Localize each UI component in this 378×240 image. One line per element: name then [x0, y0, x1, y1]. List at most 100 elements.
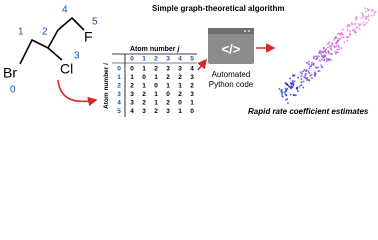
dot [335, 45, 338, 47]
dot [296, 88, 298, 91]
dot [336, 37, 339, 40]
dot [336, 48, 339, 51]
dot [370, 14, 373, 17]
dot [313, 55, 315, 58]
dot [373, 14, 375, 16]
dot [302, 70, 304, 73]
dot [286, 83, 288, 86]
dot [316, 57, 318, 60]
dot [295, 94, 297, 97]
atom-number: 2 [42, 27, 48, 38]
dot [311, 62, 313, 64]
dot [367, 15, 369, 18]
dot [329, 53, 332, 55]
dot [367, 9, 369, 11]
dot [355, 27, 358, 29]
dot [346, 29, 349, 31]
dot [327, 43, 329, 45]
dot [353, 28, 355, 31]
cell: 1 [190, 100, 194, 107]
dot [299, 71, 302, 74]
dot [290, 87, 293, 90]
cell: 3 [190, 74, 194, 81]
dot [318, 70, 321, 72]
dot [292, 82, 294, 84]
dot [307, 70, 310, 73]
dot [328, 58, 330, 60]
dot [372, 8, 374, 11]
cell: 2 [178, 91, 182, 98]
cell: 3 [166, 66, 170, 73]
dot [320, 53, 322, 55]
titlebar [208, 28, 254, 34]
dot [284, 91, 286, 93]
dot [331, 53, 333, 55]
dot [347, 24, 349, 27]
atom-number: 5 [92, 17, 98, 28]
cell: 1 [142, 83, 146, 90]
dot [365, 21, 368, 24]
dot [300, 81, 303, 83]
cell: 2 [142, 100, 146, 107]
dot [341, 32, 343, 34]
dot [351, 22, 353, 24]
dot [311, 77, 313, 79]
dot [329, 47, 332, 50]
dot [310, 65, 312, 67]
dot [356, 26, 359, 28]
dot [290, 83, 293, 86]
dot [325, 60, 328, 62]
scatter-cloud [278, 7, 377, 104]
dot [313, 71, 316, 74]
dot [292, 84, 295, 86]
dot [303, 76, 306, 78]
dot [290, 82, 292, 84]
column-index: 2 [154, 56, 158, 63]
dot [338, 33, 340, 35]
dot [311, 64, 313, 66]
arrow [197, 58, 207, 71]
cell: 0 [154, 83, 158, 90]
dot [353, 30, 356, 33]
dot [363, 24, 365, 27]
dot [342, 36, 345, 38]
code-icon: </> [208, 28, 254, 64]
dot [340, 36, 343, 38]
dot [321, 58, 323, 61]
cell: 0 [166, 91, 170, 98]
dot [302, 80, 305, 83]
dot [316, 56, 319, 59]
atom-label: Cl [60, 61, 73, 77]
dot [337, 51, 339, 54]
dot [278, 88, 281, 90]
dot [322, 51, 324, 54]
dot [342, 33, 344, 36]
dot [339, 33, 341, 36]
dot [367, 13, 370, 16]
dot [364, 17, 367, 20]
dot [337, 44, 340, 47]
dot [346, 39, 348, 42]
cell: 1 [154, 91, 158, 98]
dot [355, 17, 357, 20]
cell: 1 [178, 108, 182, 115]
dot [334, 37, 336, 40]
dot [297, 90, 299, 92]
dot [337, 32, 339, 35]
dot [339, 38, 341, 40]
dot [292, 74, 294, 77]
dot [312, 64, 315, 66]
atom-number: 4 [62, 5, 68, 16]
atom-number: 1 [18, 27, 24, 38]
row-index: 5 [117, 108, 121, 115]
dot [320, 64, 322, 67]
cell: 3 [190, 91, 194, 98]
dot [285, 98, 287, 101]
row-index: 0 [117, 66, 121, 73]
dot [300, 78, 303, 80]
dot [306, 79, 308, 81]
dot [346, 26, 349, 28]
dot [328, 41, 330, 44]
dot [328, 59, 331, 62]
cell: 2 [154, 108, 158, 115]
